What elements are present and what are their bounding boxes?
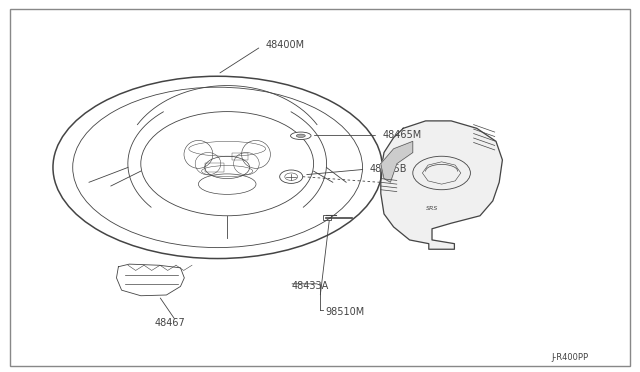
Bar xyxy=(323,215,331,220)
Polygon shape xyxy=(381,121,502,249)
Text: 48400M: 48400M xyxy=(266,41,305,50)
Polygon shape xyxy=(381,141,413,182)
Bar xyxy=(205,163,224,172)
Ellipse shape xyxy=(291,132,311,140)
Text: 48433A: 48433A xyxy=(291,281,328,291)
Bar xyxy=(232,153,248,160)
Text: 48465M: 48465M xyxy=(383,131,422,140)
Circle shape xyxy=(280,170,303,183)
Text: J-R400PP: J-R400PP xyxy=(552,353,589,362)
Text: 48467: 48467 xyxy=(154,318,185,328)
Text: 48465B: 48465B xyxy=(370,164,408,174)
Text: 98510M: 98510M xyxy=(325,307,364,317)
Ellipse shape xyxy=(296,134,305,138)
Text: SRS: SRS xyxy=(426,206,438,211)
